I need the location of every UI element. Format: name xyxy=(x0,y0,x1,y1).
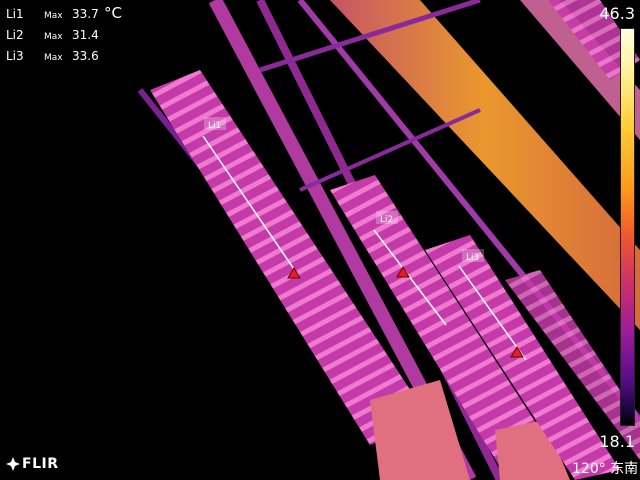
measure-tag-li2: Li2 xyxy=(376,211,398,225)
insulator-1 xyxy=(150,70,470,480)
measure-line-li3 xyxy=(458,265,527,361)
temperature-scale-bar xyxy=(620,28,635,426)
measure-tag-li1: Li1 xyxy=(204,117,226,131)
cross-beam xyxy=(299,108,481,192)
measure-line-li1 xyxy=(202,135,299,276)
max-label: Max xyxy=(44,53,63,63)
measurement-row-li3: Li3 Max 33.6 xyxy=(6,47,122,68)
measure-line-li2 xyxy=(373,229,447,326)
flir-logo: FLIR xyxy=(6,456,58,472)
max-label: Max xyxy=(44,32,63,42)
unit-label: °C xyxy=(104,4,122,22)
scale-min-value: 18.1 xyxy=(599,432,635,451)
hotspot-marker-li2 xyxy=(396,266,410,278)
hotspot-marker-li3 xyxy=(510,346,524,358)
measurement-label: Li3 xyxy=(6,49,24,63)
compass-readout: 120° 东南 xyxy=(572,461,639,477)
measurement-readout: Li1 Max 33.7 °C Li2 Max 31.4 Li3 Max 33.… xyxy=(6,4,122,68)
measurement-label: Li2 xyxy=(6,28,24,42)
svg-text:Li1: Li1 xyxy=(208,121,221,131)
insulator-top-right xyxy=(548,0,640,80)
hot-beam xyxy=(330,0,640,330)
measurement-row-li1: Li1 Max 33.7 °C xyxy=(6,4,122,26)
svg-text:Li2: Li2 xyxy=(380,215,393,225)
measurement-value: 31.4 xyxy=(72,28,99,42)
flir-logo-icon xyxy=(6,457,20,471)
svg-text:Li3: Li3 xyxy=(466,253,479,263)
cross-beam xyxy=(259,0,481,73)
measurement-label: Li1 xyxy=(6,7,24,21)
measure-tag-li3: Li3 xyxy=(462,249,484,263)
hotspot-marker-li1 xyxy=(287,267,301,279)
hot-beam-upper xyxy=(520,0,640,140)
insulator-4 xyxy=(505,270,640,460)
logo-text: FLIR xyxy=(22,456,59,472)
measurement-row-li2: Li2 Max 31.4 xyxy=(6,26,122,47)
max-label: Max xyxy=(44,11,63,21)
scale-max-value: 46.3 xyxy=(599,4,635,23)
measurement-value: 33.7 xyxy=(72,7,99,21)
measurement-value: 33.6 xyxy=(72,49,99,63)
